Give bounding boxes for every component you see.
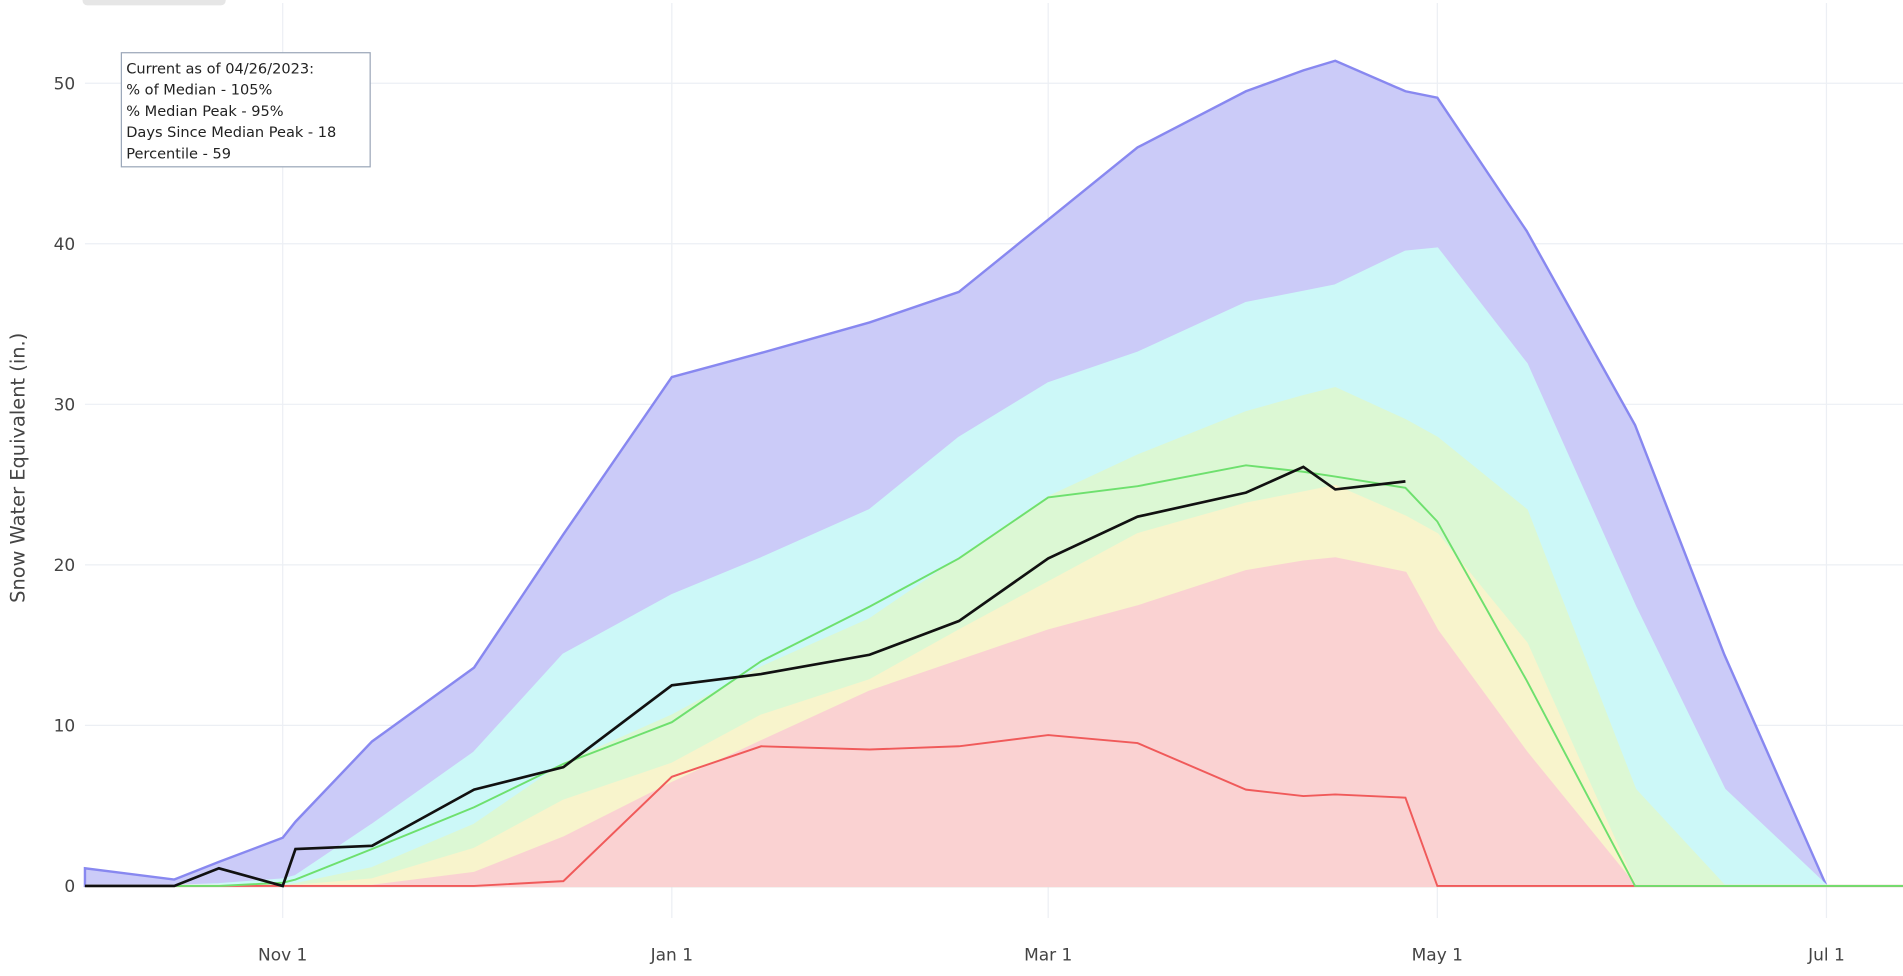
y-tick-label: 20: [54, 556, 76, 576]
y-tick-label: 50: [54, 74, 76, 94]
x-tick-label: May 1: [1412, 946, 1463, 966]
x-tick-label: Jul 1: [1807, 946, 1845, 966]
y-tick-label: 10: [54, 716, 76, 736]
x-tick-label: Jan 1: [650, 946, 693, 966]
annotation-line: Current as of 04/26/2023:: [126, 60, 314, 77]
annotation-line: Days Since Median Peak - 18: [126, 124, 336, 141]
x-tick-label: Mar 1: [1024, 946, 1072, 966]
annotation-line: % of Median - 105%: [126, 82, 272, 99]
axes: 0 10 20 30 40 50 Nov 1 Jan 1 Mar 1 May 1 Jul 1: [54, 74, 1845, 965]
line: [84, 734, 1903, 887]
y-tick-label: 30: [54, 395, 76, 415]
y-axis-title: Snow Water Equivalent (in.): [6, 333, 29, 603]
toolbar-button[interactable]: [82, 0, 226, 6]
annotation-line: % Median Peak - 95%: [126, 103, 284, 120]
plot-area: [83, 59, 1903, 888]
line: [84, 465, 1406, 888]
x-tick-label: Nov 1: [258, 946, 307, 966]
line: [84, 464, 1903, 887]
annotation-border: [120, 52, 371, 168]
annotation-box: Current as of 04/26/2023: % of Median - 1…: [120, 52, 371, 168]
y-tick-label: 40: [54, 235, 76, 255]
annotation-line: Percentile - 59: [126, 145, 231, 162]
y-tick-label: 0: [64, 877, 75, 897]
